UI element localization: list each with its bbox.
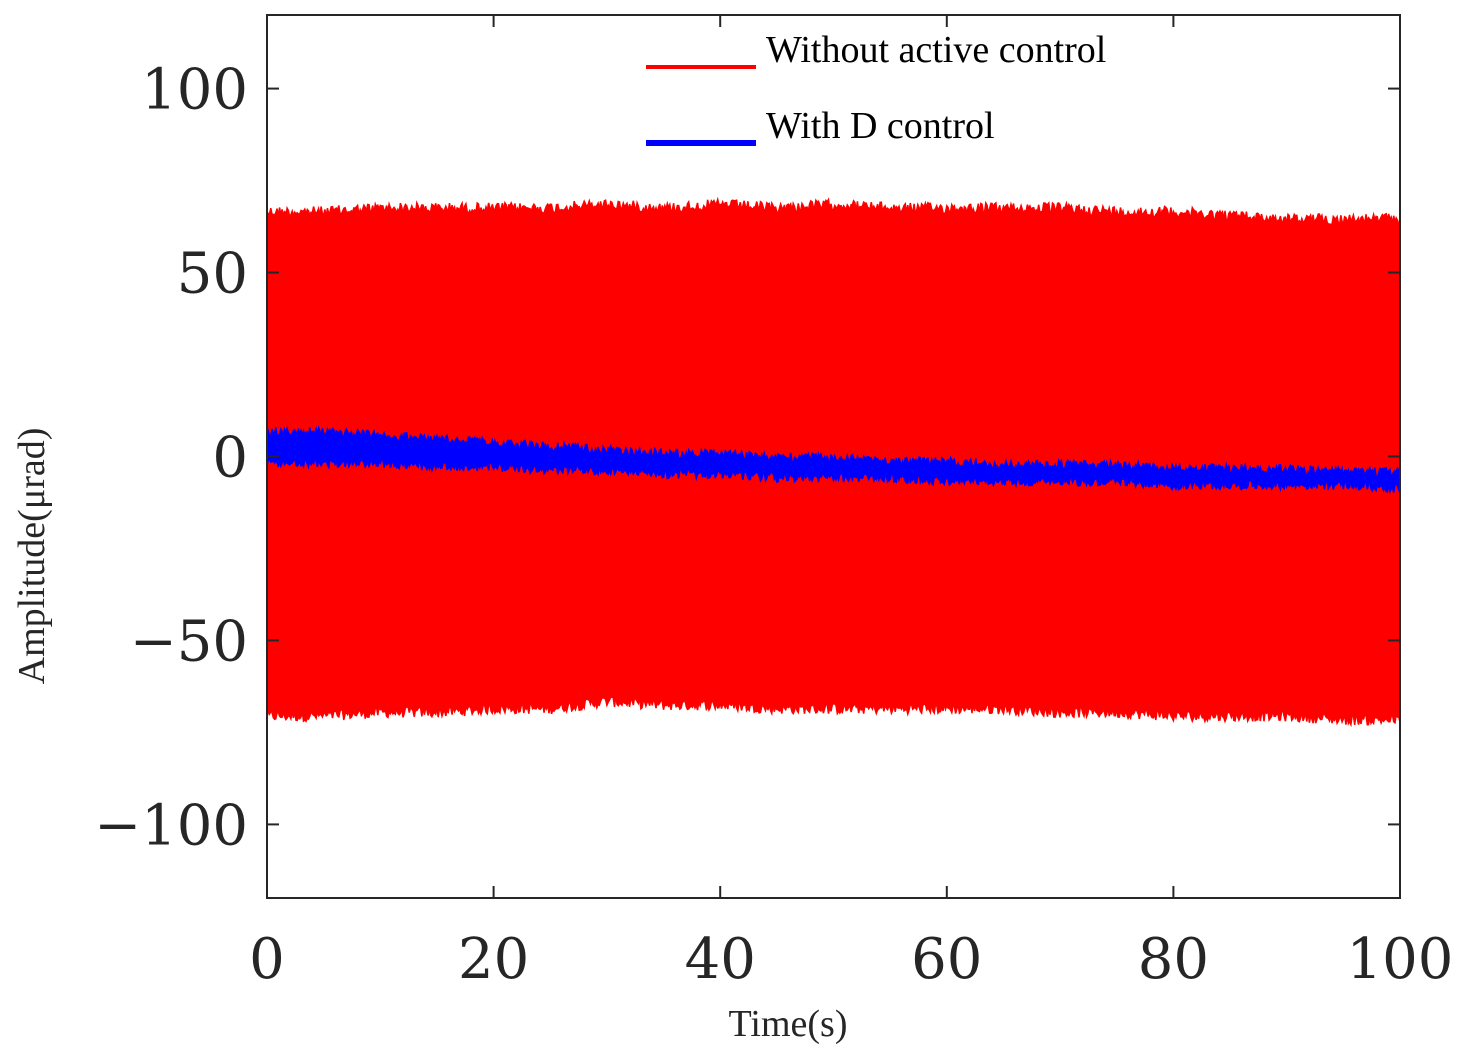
- x-tick-label: 80: [1138, 927, 1209, 992]
- legend: Without active control With D control: [646, 29, 1106, 147]
- y-axis-label: Amplitude(μrad): [11, 428, 53, 685]
- x-tick-label: 100: [1347, 927, 1454, 992]
- legend-entry-label: Without active control: [766, 29, 1106, 71]
- y-tick-label: 100: [141, 58, 248, 123]
- legend-entry-label: With D control: [766, 105, 995, 147]
- x-tick-label: 60: [911, 927, 982, 992]
- y-tick-label: 50: [177, 242, 248, 307]
- x-tick-label: 20: [458, 927, 529, 992]
- x-tick-label: 0: [249, 927, 285, 992]
- plot-area: [266, 196, 1401, 728]
- y-tick-label: −100: [94, 793, 248, 858]
- axis-ticks: [266, 15, 1401, 898]
- x-axis-label: Time(s): [729, 1003, 848, 1045]
- y-tick-label: −50: [130, 609, 248, 674]
- tick-labels: 0 20 40 60 80 100 100 50 0 −50 −100: [94, 58, 1453, 992]
- y-tick-label: 0: [212, 426, 248, 491]
- x-tick-label: 40: [685, 927, 756, 992]
